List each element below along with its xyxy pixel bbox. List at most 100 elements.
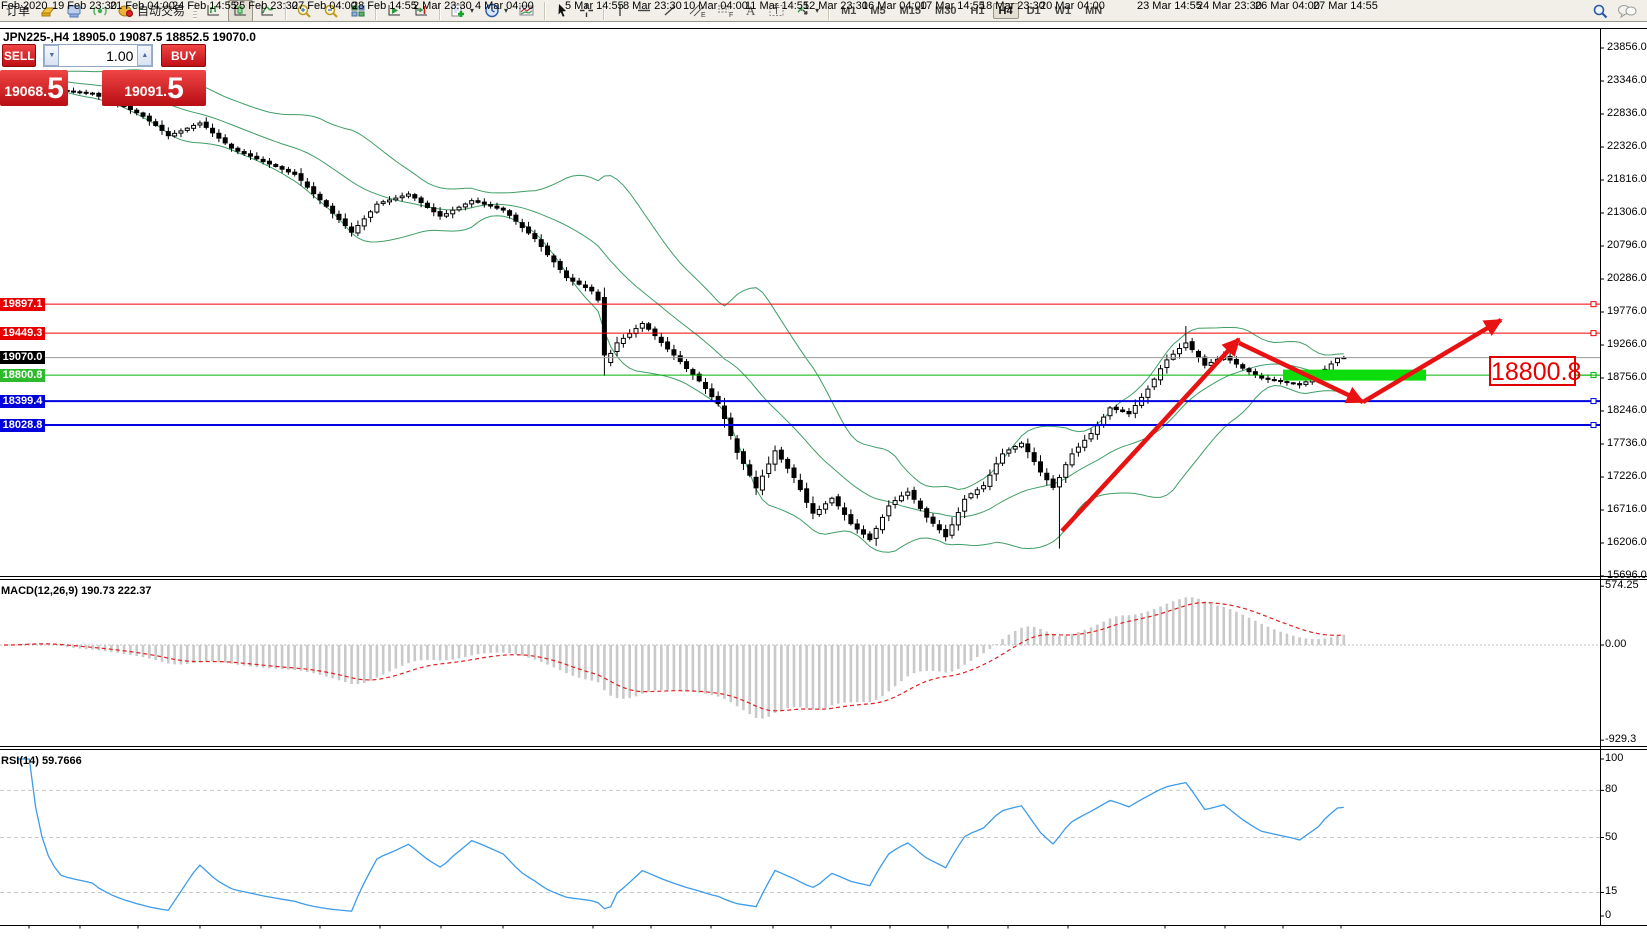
toolbar-separator — [285, 1, 288, 20]
new-chart-icon — [451, 4, 465, 17]
chat-icon[interactable] — [1617, 3, 1637, 19]
buy-price[interactable]: 19091. 5 — [102, 70, 206, 106]
time-axis-label: 25 Feb 23:30 — [233, 0, 298, 12]
price-axis-tick-label: 19266.0 — [1607, 338, 1647, 350]
trendline-icon[interactable] — [658, 1, 682, 21]
line-chart-icon[interactable] — [255, 1, 280, 21]
price-line-badge: 18800.8 — [0, 368, 45, 382]
periods-button[interactable]: ▾ — [480, 1, 512, 21]
new-order-button[interactable]: 订单 — [2, 1, 34, 21]
fibonacci-icon[interactable]: F — [712, 1, 738, 21]
volume-decrease-button[interactable]: ▼ — [44, 45, 60, 66]
time-axis-label: 28 Feb 14:55 — [352, 0, 417, 12]
navigator-icon[interactable] — [88, 1, 112, 21]
rsi-axis-label: 50 — [1605, 830, 1618, 843]
svg-text:E: E — [701, 12, 706, 18]
price-line-badge: 18399.4 — [0, 394, 45, 408]
price-axis-tick-label: 18246.0 — [1607, 404, 1647, 416]
candlestick-series — [1, 70, 1347, 549]
bollinger-band-line — [3, 81, 1344, 553]
trend-arrow — [1060, 337, 1241, 533]
time-axis-label: 24 Mar 23:30 — [1197, 0, 1262, 12]
autotrade-label: 自动交易 — [137, 4, 186, 18]
dropdown-caret: ▾ — [470, 6, 475, 15]
timeframe-button-m1[interactable]: M1 — [841, 4, 857, 17]
zoom-out-icon[interactable] — [319, 1, 344, 21]
one-click-trading-widget: SELL ▼ ▲ BUY 19068.5 19091.5 — [0, 44, 206, 106]
toolbar-separator — [603, 1, 606, 20]
crosshair-icon[interactable] — [575, 1, 598, 21]
timeframe-button-mn[interactable]: MN — [1085, 4, 1103, 17]
macd-axis-label: 574.25 — [1605, 579, 1639, 592]
time-axis-label: 20 Mar 04:00 — [1040, 0, 1105, 12]
volume-input[interactable] — [59, 45, 138, 66]
time-axis-label: 26 Mar 04:00 — [1255, 0, 1320, 12]
candlestick-chart-icon[interactable] — [228, 0, 254, 22]
text-icon[interactable]: A — [740, 1, 762, 21]
periods-clock-icon — [485, 3, 499, 18]
cursor-icon[interactable] — [551, 1, 573, 21]
timeframe-button-h1[interactable]: H1 — [970, 4, 985, 17]
time-axis-label: 21 Feb 04:00 — [110, 0, 175, 12]
rsi-axis-label: 15 — [1605, 885, 1618, 898]
autotrade-button[interactable]: 自动交易 — [114, 1, 189, 21]
sell-button[interactable]: SELL — [2, 44, 37, 67]
time-axis-label: 19 Feb 23:30 — [52, 0, 117, 12]
price-axis-tick-label: 23856.0 — [1607, 41, 1647, 53]
price-line-badge: 18028.8 — [0, 418, 45, 432]
sell-price[interactable]: 19068. 5 — [0, 70, 68, 106]
arrow-shapes-icon[interactable]: ▾ — [791, 1, 823, 21]
time-axis-label: 17 Mar 14:55 — [920, 0, 985, 12]
templates-icon[interactable] — [514, 1, 539, 21]
chart-title: JPN225-,H4 18905.0 19087.5 18852.5 19070… — [3, 30, 256, 44]
time-axis-label: 24 Feb 14:55 — [172, 0, 237, 12]
buy-price-pip: 5 — [167, 72, 184, 105]
chart-shift-icon[interactable] — [409, 1, 434, 21]
new-chart-button[interactable]: ▾ — [446, 1, 478, 21]
bar-chart-icon[interactable] — [201, 1, 226, 21]
equidistant-channel-icon[interactable]: E — [684, 1, 710, 21]
time-axis-label: 23 Mar 14:55 — [1137, 0, 1202, 12]
data-window-icon[interactable] — [62, 1, 86, 21]
svg-text:F: F — [729, 12, 733, 18]
price-callout-label[interactable]: 18800.8 — [1489, 356, 1582, 386]
price-line-badge: 19897.1 — [0, 297, 45, 311]
price-axis-tick-label: 23346.0 — [1607, 74, 1647, 86]
time-axis-label: 16 Mar 04:00 — [862, 0, 927, 12]
macd-signal-line — [4, 601, 1344, 712]
dropdown-caret: ▾ — [504, 6, 509, 15]
timeframe-button-h4[interactable]: H4 — [992, 2, 1019, 19]
horizontal-line-icon[interactable] — [632, 1, 656, 21]
line-anchor-handle — [1590, 422, 1597, 429]
rsi-line — [16, 758, 1344, 912]
line-anchor-handle — [1590, 398, 1597, 405]
trend-arrow — [1361, 318, 1503, 404]
autotrade-icon — [118, 5, 134, 17]
buy-price-main: 19091. — [124, 83, 168, 99]
timeframe-button-m5[interactable]: M5 — [870, 4, 886, 17]
rsi-axis-label: 0 — [1605, 909, 1612, 921]
timeframe-button-w1[interactable]: W1 — [1054, 4, 1072, 17]
timeframe-button-m30[interactable]: M30 — [935, 4, 957, 17]
tile-windows-icon[interactable] — [346, 1, 370, 21]
volume-stepper: ▼ ▲ — [43, 44, 154, 67]
timeframe-button-d1[interactable]: D1 — [1026, 4, 1041, 17]
price-axis-tick-label: 17736.0 — [1607, 437, 1647, 449]
auto-scroll-icon[interactable] — [382, 1, 407, 21]
search-icon[interactable] — [1592, 3, 1609, 19]
support-zone-band — [1283, 369, 1426, 381]
time-axis-label: 18 Mar 23:30 — [980, 0, 1045, 12]
rsi-axis-label: 100 — [1605, 752, 1624, 764]
vertical-line-icon[interactable] — [610, 1, 630, 21]
buy-button[interactable]: BUY — [161, 44, 206, 67]
timeframe-button-m15[interactable]: M15 — [899, 4, 922, 17]
price-axis-tick-label: 22836.0 — [1607, 107, 1647, 119]
time-axis-label: 11 Mar 14:55 — [745, 0, 810, 12]
toolbar-drag-handle — [193, 1, 198, 20]
text-label-icon[interactable]: T — [764, 1, 789, 21]
volume-increase-button[interactable]: ▲ — [137, 45, 153, 66]
new-order-icon[interactable] — [36, 1, 60, 21]
zoom-in-icon[interactable] — [292, 1, 317, 21]
